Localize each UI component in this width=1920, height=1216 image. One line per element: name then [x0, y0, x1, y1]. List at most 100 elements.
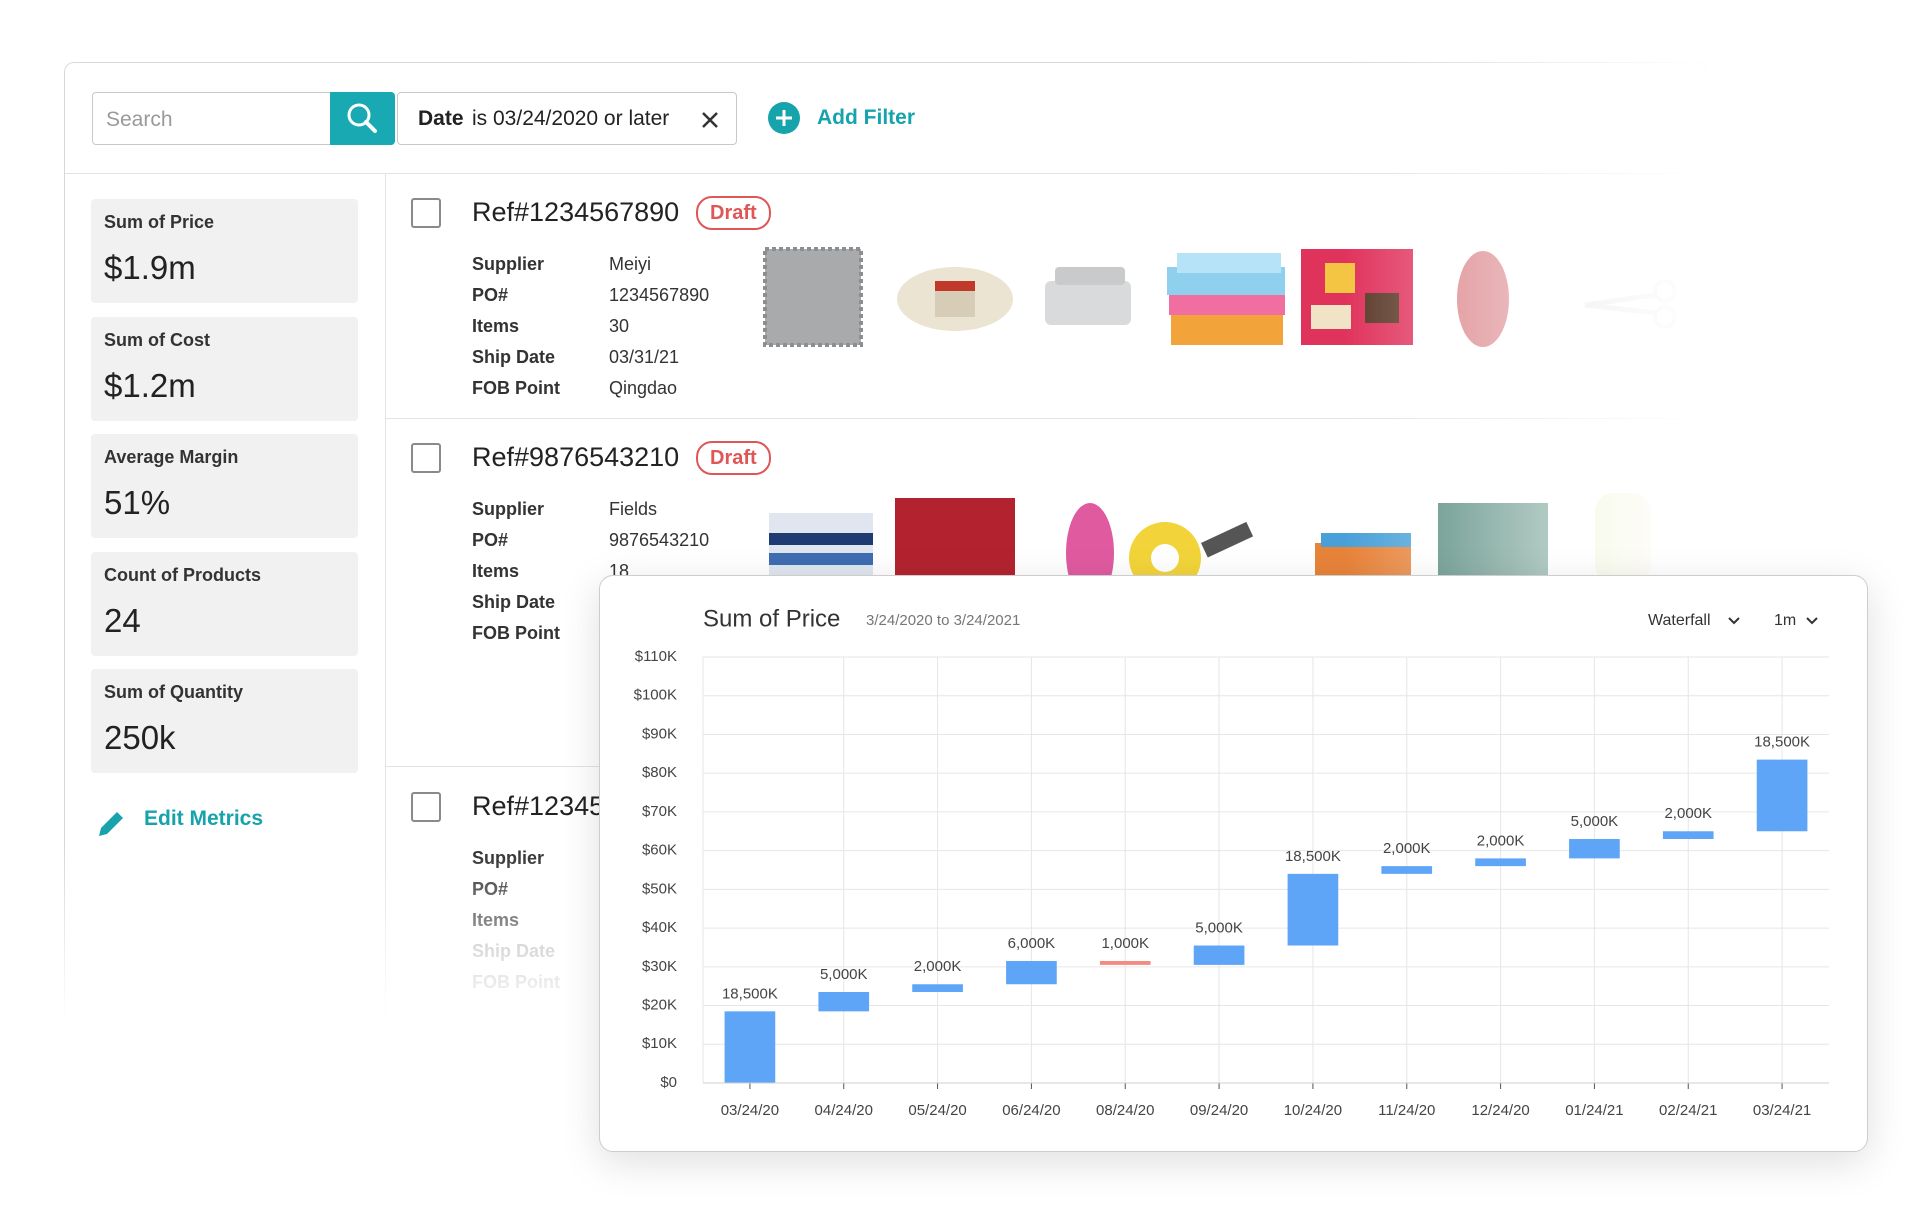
metric-card: Sum of Price $1.9m [91, 199, 358, 303]
chart-title: Sum of Price [703, 605, 840, 632]
data-label: 6,000K [1008, 935, 1056, 952]
y-tick-label: $0 [660, 1074, 677, 1091]
y-tick-label: $50K [642, 880, 677, 897]
x-tick-label: 03/24/20 [721, 1102, 779, 1119]
field-label: FOB Point [472, 623, 560, 643]
status-badge: Draft [696, 441, 771, 475]
field-value: Fields [609, 499, 658, 519]
toolbar-divider [65, 173, 1705, 174]
x-tick-label: 09/24/20 [1190, 1102, 1248, 1119]
x-tick-label: 01/24/21 [1565, 1102, 1623, 1119]
x-tick-label: 06/24/20 [1002, 1102, 1060, 1119]
bar [1006, 961, 1057, 985]
chart-card: Sum of Price 3/24/2020 to 3/24/2021 Wate… [599, 575, 1868, 1152]
y-tick-label: $90K [642, 725, 677, 742]
bar [1381, 866, 1433, 874]
search-box[interactable]: Search [92, 92, 331, 145]
x-tick-label: 10/24/20 [1284, 1102, 1342, 1119]
field-label: PO# [472, 530, 509, 550]
bar [1756, 759, 1808, 832]
bar [1662, 831, 1714, 840]
record-checkbox[interactable] [411, 792, 441, 822]
metric-value: 51% [104, 484, 171, 521]
add-filter[interactable]: Add Filter [817, 106, 915, 129]
field-label: PO# [472, 879, 509, 899]
field-label: FOB Point [472, 378, 560, 398]
record-ref: Ref#12345 [472, 791, 605, 821]
x-tick-label: 04/24/20 [815, 1102, 873, 1119]
y-tick-label: $100K [634, 687, 677, 704]
data-label: 5,000K [820, 966, 868, 983]
chart: Sum of Price 3/24/2020 to 3/24/2021 Wate… [634, 605, 1829, 1119]
records-panel: Search Date is 03/24/2020 or later Add F… [64, 62, 1706, 1024]
field-label: FOB Point [472, 972, 560, 992]
y-tick-label: $30K [642, 958, 677, 975]
data-label: 18,500K [1285, 848, 1341, 865]
bar [1569, 839, 1620, 859]
chart-type-menu[interactable]: Waterfall [1648, 612, 1711, 629]
data-label: 2,000K [1383, 840, 1431, 857]
metric-label: Sum of Quantity [104, 682, 243, 702]
data-label: 1,000K [1101, 935, 1149, 952]
metric-label: Count of Products [104, 564, 261, 585]
metric-value: 250k [104, 719, 176, 756]
metric-label: Sum of Cost [104, 329, 210, 350]
field-value: Meiyi [609, 254, 652, 274]
product-images [763, 247, 1677, 583]
interval-menu[interactable]: 1m [1774, 612, 1796, 629]
search-button[interactable] [330, 92, 395, 145]
filter-field: Date [418, 107, 464, 130]
y-tick-label: $40K [642, 919, 677, 936]
metric-value: $1.2m [104, 366, 196, 404]
sidebar-divider [385, 173, 386, 1023]
record-divider [385, 418, 1705, 419]
field-label: Items [472, 910, 520, 930]
y-tick-label: $60K [642, 842, 677, 859]
x-tick-label: 02/24/21 [1659, 1102, 1717, 1119]
metric-card: Average Margin 51% [91, 434, 358, 538]
field-value: Qingdao [609, 378, 678, 398]
data-label: 5,000K [1195, 919, 1243, 936]
field-value: 9876543210 [609, 530, 710, 550]
record-ref: Ref#9876543210 [472, 442, 680, 472]
field-label: Supplier [472, 499, 545, 519]
status-badge: Draft [696, 196, 771, 230]
remove-filter[interactable] [700, 110, 720, 130]
filter-chip[interactable]: Date is 03/24/2020 or later [397, 92, 737, 145]
edit-metrics[interactable]: Edit Metrics [144, 807, 264, 830]
dropdown-chevron [1806, 617, 1818, 625]
filter-condition: is 03/24/2020 or later [472, 107, 670, 130]
data-label: 5,000K [1571, 813, 1619, 830]
x-tick-label: 11/24/20 [1378, 1102, 1435, 1119]
field-value: 1234567890 [609, 285, 710, 305]
bar [1099, 961, 1151, 965]
bar [818, 991, 870, 1012]
bar [724, 1011, 776, 1083]
data-label: 18,500K [722, 985, 778, 1002]
field-label: Ship Date [472, 941, 556, 961]
field-label: Supplier [472, 848, 545, 868]
dropdown-chevron [1728, 617, 1740, 625]
field-value: 30 [609, 316, 630, 336]
field-label: Items [472, 316, 520, 336]
bar [1287, 873, 1339, 946]
y-tick-label: $70K [642, 803, 677, 820]
x-tick-label: 03/24/21 [1753, 1102, 1811, 1119]
record-checkbox[interactable] [411, 198, 441, 228]
edit-icon [99, 812, 123, 836]
data-label: 18,500K [1754, 734, 1810, 751]
y-tick-label: $110K [635, 648, 677, 665]
metric-value: 24 [104, 601, 141, 639]
record-checkbox[interactable] [411, 443, 441, 473]
data-label: 2,000K [1477, 832, 1525, 849]
chart-subtitle: 3/24/2020 to 3/24/2021 [866, 612, 1020, 629]
field-label: Items [472, 561, 520, 581]
metric-card: Count of Products 24 [91, 551, 358, 656]
add-filter-icon[interactable] [767, 101, 801, 135]
record-ref: Ref#1234567890 [472, 197, 680, 227]
y-tick-label: $80K [642, 764, 677, 781]
bar [912, 984, 963, 992]
field-label: Ship Date [472, 592, 556, 612]
field-label: PO# [472, 285, 509, 305]
